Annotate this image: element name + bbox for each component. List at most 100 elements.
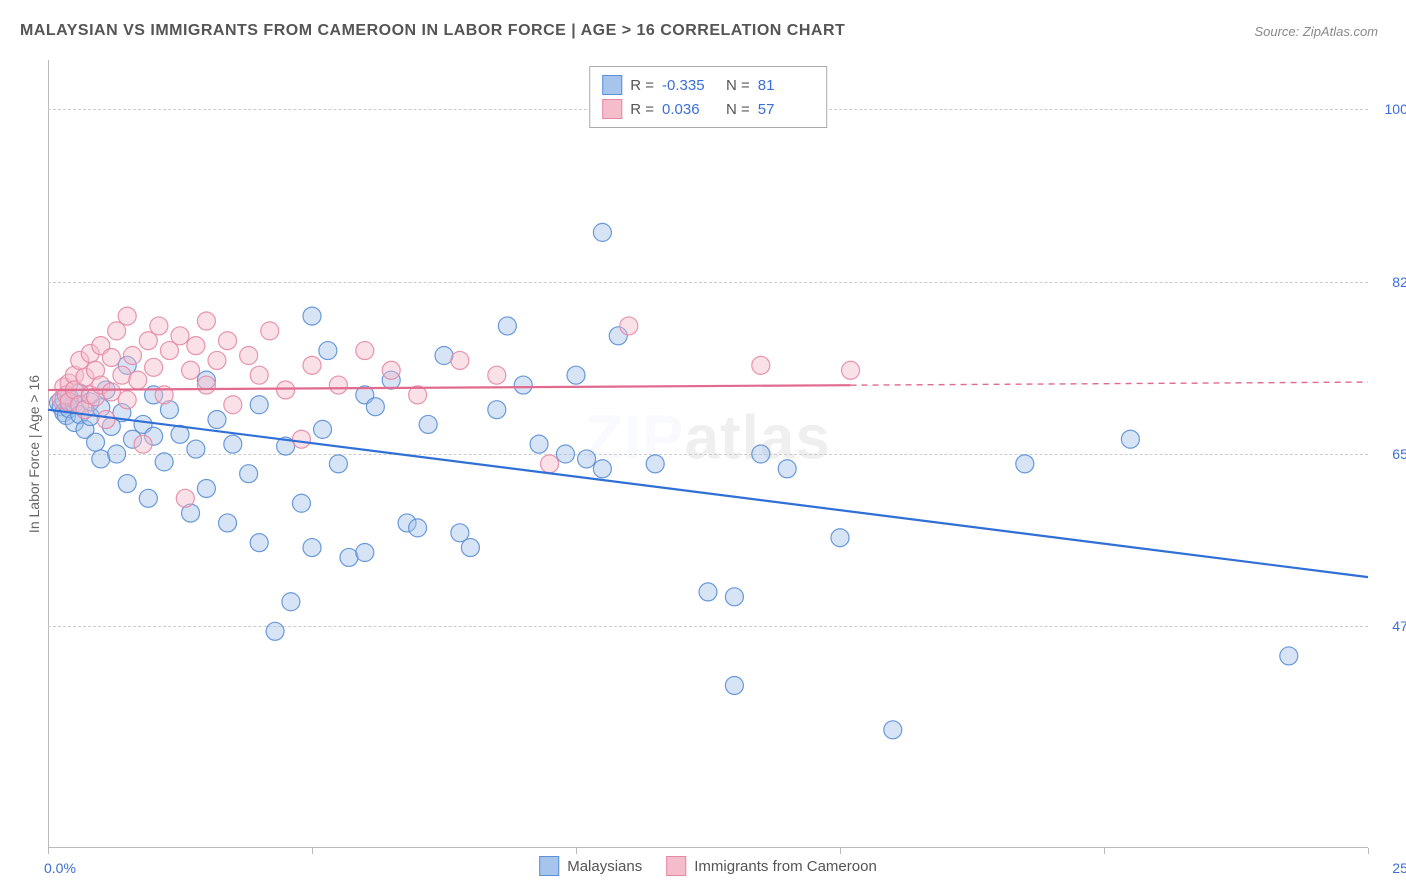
- r-value-a: -0.335: [662, 77, 718, 94]
- scatter-point: [150, 317, 168, 335]
- scatter-point: [366, 398, 384, 416]
- x-tick: [576, 848, 577, 854]
- scatter-point: [419, 415, 437, 433]
- scatter-point: [145, 358, 163, 376]
- r-label: R =: [630, 101, 654, 118]
- legend-swatch-cameroon-icon: [666, 856, 686, 876]
- y-axis-label: In Labor Force | Age > 16: [26, 375, 42, 533]
- x-origin-label: 0.0%: [44, 860, 76, 876]
- scatter-point: [530, 435, 548, 453]
- scatter-point: [134, 435, 152, 453]
- scatter-point: [303, 307, 321, 325]
- scatter-point: [292, 430, 310, 448]
- swatch-cameroon-icon: [602, 99, 622, 119]
- scatter-point: [240, 347, 258, 365]
- x-max-label: 25.0%: [1392, 860, 1406, 876]
- scatter-point: [541, 455, 559, 473]
- scatter-point: [461, 539, 479, 557]
- scatter-point: [340, 548, 358, 566]
- legend-label-a: Malaysians: [567, 858, 642, 875]
- scatter-point: [778, 460, 796, 478]
- scatter-point: [329, 455, 347, 473]
- scatter-point: [567, 366, 585, 384]
- scatter-point: [725, 676, 743, 694]
- legend-swatch-malaysians-icon: [539, 856, 559, 876]
- scatter-point: [118, 307, 136, 325]
- scatter-point: [197, 376, 215, 394]
- scatter-point: [208, 411, 226, 429]
- scatter-point: [176, 489, 194, 507]
- scatter-point: [208, 351, 226, 369]
- scatter-point: [292, 494, 310, 512]
- r-label: R =: [630, 77, 654, 94]
- stats-legend-row-a: R = -0.335 N = 81: [602, 73, 814, 97]
- trend-line-dashed: [851, 382, 1368, 385]
- series-legend: Malaysians Immigrants from Cameroon: [539, 856, 877, 876]
- scatter-point: [884, 721, 902, 739]
- scatter-point: [356, 544, 374, 562]
- n-value-b: 57: [758, 101, 814, 118]
- r-value-b: 0.036: [662, 101, 718, 118]
- scatter-point: [224, 396, 242, 414]
- scatter-point: [250, 396, 268, 414]
- scatter-point: [725, 588, 743, 606]
- scatter-point: [92, 450, 110, 468]
- legend-label-b: Immigrants from Cameroon: [694, 858, 877, 875]
- n-value-a: 81: [758, 77, 814, 94]
- scatter-point: [620, 317, 638, 335]
- scatter-point: [1121, 430, 1139, 448]
- x-tick: [1368, 848, 1369, 854]
- swatch-malaysians-icon: [602, 75, 622, 95]
- n-label: N =: [726, 101, 750, 118]
- scatter-point: [171, 327, 189, 345]
- y-tick-label: 82.5%: [1392, 274, 1406, 290]
- scatter-point: [118, 475, 136, 493]
- scatter-point: [129, 371, 147, 389]
- scatter-point: [197, 479, 215, 497]
- scatter-point: [382, 361, 400, 379]
- scatter-point: [842, 361, 860, 379]
- scatter-point: [197, 312, 215, 330]
- scatter-point: [277, 381, 295, 399]
- scatter-point: [118, 391, 136, 409]
- scatter-point: [578, 450, 596, 468]
- scatter-point: [356, 342, 374, 360]
- source-attribution: Source: ZipAtlas.com: [1254, 24, 1378, 39]
- stats-legend-row-b: R = 0.036 N = 57: [602, 97, 814, 121]
- scatter-point: [250, 366, 268, 384]
- scatter-point: [303, 356, 321, 374]
- scatter-point: [113, 366, 131, 384]
- scatter-point: [1280, 647, 1298, 665]
- scatter-point: [155, 453, 173, 471]
- trend-line: [48, 410, 1368, 577]
- scatter-point: [108, 445, 126, 463]
- scatter-point: [514, 376, 532, 394]
- scatter-point: [831, 529, 849, 547]
- scatter-point: [593, 223, 611, 241]
- x-tick: [1104, 848, 1105, 854]
- scatter-point: [303, 539, 321, 557]
- x-tick: [312, 848, 313, 854]
- scatter-point: [187, 337, 205, 355]
- x-tick: [840, 848, 841, 854]
- scatter-point: [219, 332, 237, 350]
- x-tick: [48, 848, 49, 854]
- scatter-point: [488, 366, 506, 384]
- scatter-point: [219, 514, 237, 532]
- scatter-point: [1016, 455, 1034, 473]
- scatter-point: [409, 519, 427, 537]
- scatter-point: [329, 376, 347, 394]
- scatter-point: [314, 420, 332, 438]
- scatter-point: [282, 593, 300, 611]
- scatter-point: [123, 347, 141, 365]
- y-tick-label: 65.0%: [1392, 446, 1406, 462]
- y-tick-label: 47.5%: [1392, 618, 1406, 634]
- scatter-point: [752, 445, 770, 463]
- scatter-point: [224, 435, 242, 453]
- scatter-point: [752, 356, 770, 374]
- scatter-point: [451, 351, 469, 369]
- scatter-point: [250, 534, 268, 552]
- scatter-point: [102, 383, 120, 401]
- stats-legend: R = -0.335 N = 81 R = 0.036 N = 57: [589, 66, 827, 128]
- scatter-point: [646, 455, 664, 473]
